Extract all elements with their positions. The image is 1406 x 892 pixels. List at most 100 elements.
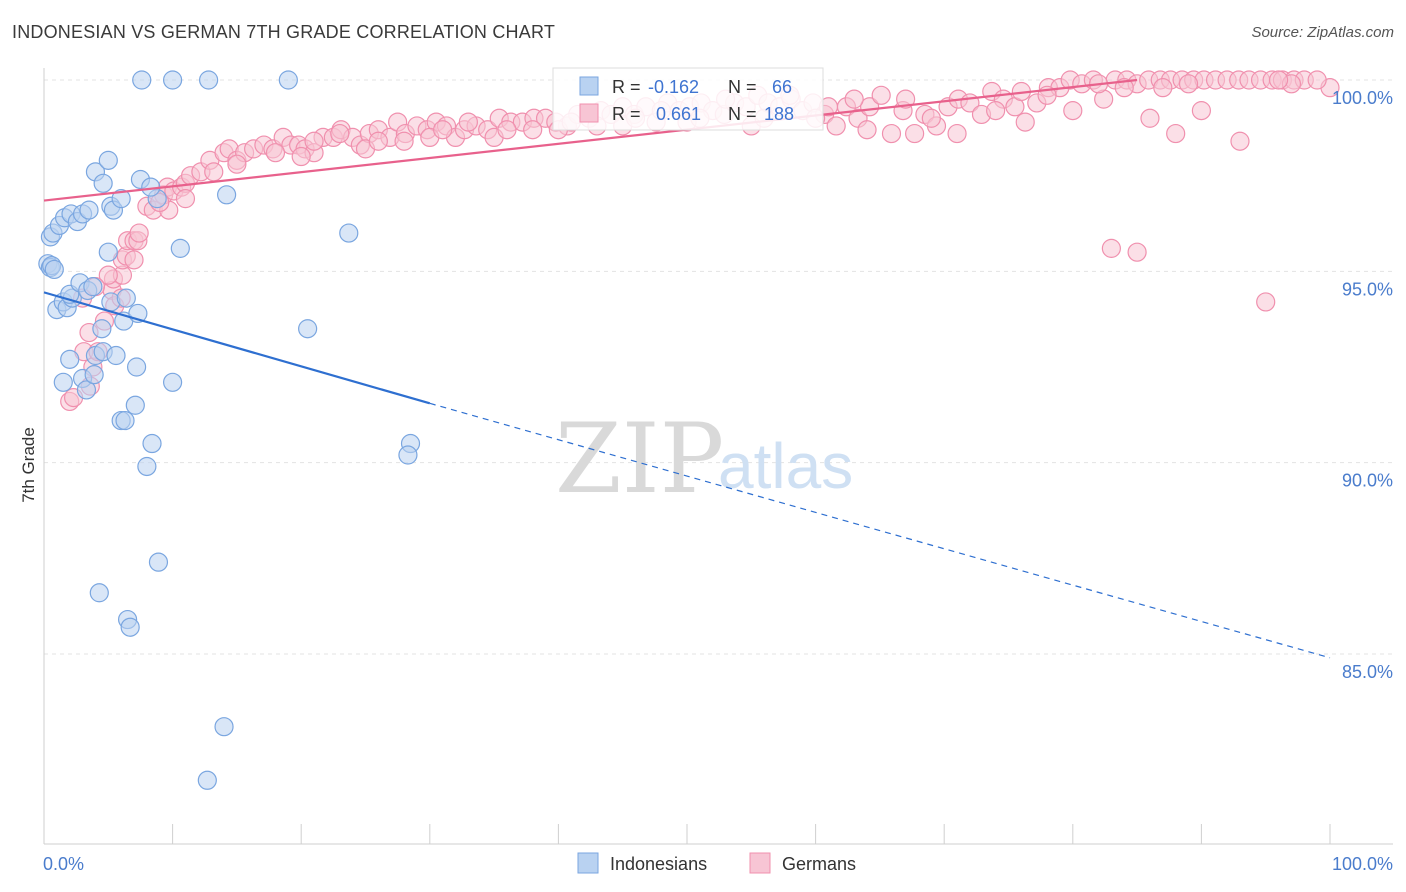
trend-line-indonesians-extension [429,402,1331,659]
german-point-172 [896,89,916,109]
german-point-183 [523,120,543,140]
y-tick-label-1: 95.0% [1342,279,1393,299]
indonesian-point-17 [98,150,118,170]
watermark: ZIP atlas [555,403,853,515]
indonesian-point-39 [76,380,97,400]
indonesian-point-57 [339,223,359,243]
german-point-184 [497,120,517,140]
source-credit: Source: ZipAtlas.com [1251,24,1394,41]
indonesian-point-36 [60,349,80,369]
german-point-139 [1140,108,1160,128]
indonesian-point-35 [106,345,126,366]
german-point-151 [291,146,311,167]
y-tick-labels: 100.0% 95.0% 90.0% 85.0% [1332,88,1393,682]
german-point-165 [1153,78,1173,98]
stats-r-label-1: R = [612,77,641,97]
german-point-189 [330,123,350,144]
german-point-95 [881,123,902,144]
x-tick-label-min: 0.0% [43,854,84,874]
german-point-17 [129,223,149,243]
german-point-191 [265,143,286,163]
german-point-137 [1230,131,1250,151]
german-point-173 [844,89,864,109]
axes [43,68,1393,845]
indonesian-point-52 [214,717,234,737]
indonesian-point-55 [217,185,237,205]
german-point-134 [1127,242,1147,262]
trend-line-germans [43,78,1138,202]
german-point-185 [458,112,478,132]
indonesian-point-64 [98,242,118,262]
indonesian-point-26 [116,288,136,308]
indonesian-point-45 [115,410,135,431]
german-point-90 [826,116,846,136]
german-point-135 [1256,292,1276,312]
indonesian-point-49 [89,583,109,603]
indonesian-point-47 [137,456,157,477]
indonesian-point-43 [125,395,145,415]
legend-label-indonesians: Indonesians [610,854,707,874]
y-tick-label-2: 90.0% [1342,471,1393,491]
stats-n-label-2: N = [728,104,757,124]
indonesian-point-37 [53,372,73,392]
german-point-170 [986,101,1006,121]
german-point-155 [124,250,144,270]
y-tick-label-3: 85.0% [1342,662,1393,682]
x-tick-label-max: 100.0% [1332,854,1393,874]
german-point-133 [1101,238,1121,258]
indonesian-point-65 [111,189,131,209]
german-point-29 [204,162,224,182]
stats-r-value-germans: 0.661 [656,104,701,124]
german-point-152 [227,154,247,174]
stats-r-label-2: R = [612,104,641,124]
indonesian-point-3 [44,259,64,280]
indonesian-point-56 [298,319,318,339]
indonesian-point-63 [278,70,298,90]
indonesian-point-32 [92,319,112,339]
german-point-187 [394,131,414,151]
stats-box: R = -0.162 N = 66 R = 0.661 N = 188 [552,67,824,131]
german-point-107 [1015,112,1035,132]
x-tick-labels: 0.0% 100.0% [43,854,1393,874]
german-point-164 [1178,74,1199,94]
german-point-171 [921,108,941,128]
german-point-97 [905,123,925,144]
indonesian-point-42 [163,372,183,392]
stats-n-value-indonesians: 66 [772,77,792,97]
series-indonesians-points [38,70,421,790]
german-point-186 [433,120,453,140]
indonesian-point-60 [132,70,152,90]
stats-n-label-1: N = [728,77,757,97]
german-point-93 [860,97,880,117]
german-point-190 [304,131,324,151]
german-point-157 [98,265,118,285]
indonesian-point-14 [79,200,99,220]
indonesian-point-51 [120,617,140,637]
german-point-161 [1307,70,1327,90]
trend-line-indonesians [43,291,431,405]
legend-label-germans: Germans [782,854,856,874]
german-point-188 [368,131,388,151]
indonesian-point-59 [398,445,418,465]
indonesian-point-54 [170,238,190,258]
stats-r-value-indonesians: -0.162 [648,77,699,97]
german-point-142 [857,120,877,140]
trend-lines [43,78,1331,659]
indonesian-point-41 [126,357,147,377]
grid-lines [44,79,1393,655]
indonesian-point-40 [84,365,104,385]
german-point-153 [175,189,196,209]
chart-title: INDONESIAN VS GERMAN 7TH GRADE CORRELATI… [12,22,556,42]
stats-swatch-indonesians [579,76,599,96]
stats-n-value-germans: 188 [764,104,794,124]
legend-swatch-germans [749,852,771,874]
y-tick-label-0: 100.0% [1332,88,1393,108]
german-point-136 [1191,101,1212,121]
indonesian-point-16 [93,173,113,193]
german-point-138 [1166,123,1186,144]
stats-swatch-germans [579,103,599,123]
german-point-166 [1114,78,1134,98]
indonesian-point-53 [197,770,217,790]
y-axis-label: 7th Grade [19,427,38,503]
